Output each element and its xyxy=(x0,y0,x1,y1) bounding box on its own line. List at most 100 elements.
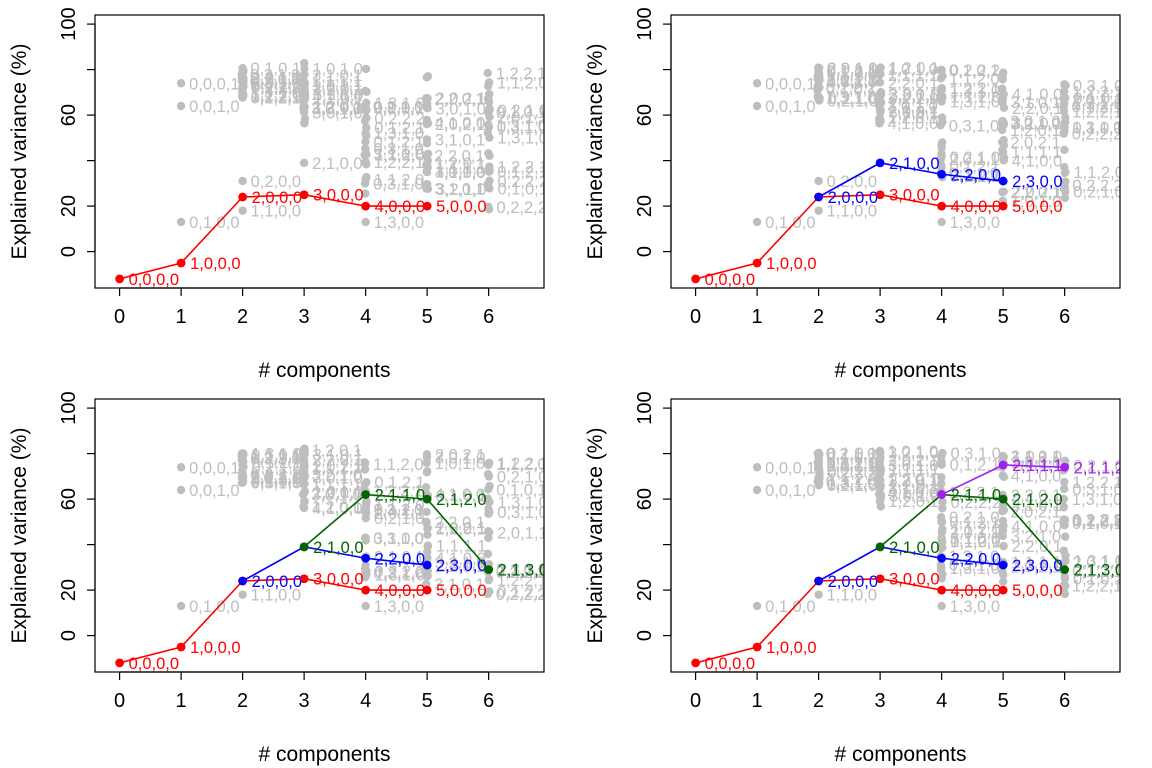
background-point-label: 0,1,0,0 xyxy=(765,214,815,232)
background-point-label: 2,2,0,1 xyxy=(435,514,485,532)
background-point xyxy=(1123,137,1131,145)
background-point xyxy=(876,97,885,107)
x-tick-label: 3 xyxy=(875,306,886,328)
background-point xyxy=(937,66,946,75)
background-point-label: 1,1,2,0 xyxy=(950,89,1000,107)
background-point xyxy=(547,491,555,499)
background-point-label: 0,1,0,1 xyxy=(497,180,547,198)
background-point-label: 4,1,0,0 xyxy=(1134,176,1152,194)
series-point-label: 0,0,0,0 xyxy=(129,655,179,673)
background-point xyxy=(998,516,1008,526)
series-point xyxy=(176,258,186,268)
background-point-label: 1,1,2,0 xyxy=(1073,512,1123,530)
background-point xyxy=(937,163,946,173)
x-tick-label: 2 xyxy=(237,306,248,328)
background-point-label: 1,2,2,1 xyxy=(1072,577,1122,595)
background-point-label: 1,2,2,1 xyxy=(374,154,424,172)
series-point-label: 4,0,0,0 xyxy=(951,198,1001,216)
background-cluster: 1,3,1,00,2,2,21,2,2,10,1,0,10,2,1,02,0,1… xyxy=(1059,456,1123,599)
background-point-label: 1,1,1,1 xyxy=(1135,134,1152,152)
background-point xyxy=(998,471,1008,480)
background-point xyxy=(937,533,946,542)
background-point-label: 0,2,1,0 xyxy=(828,90,878,108)
series-point xyxy=(752,642,762,652)
background-point xyxy=(1122,489,1130,497)
background-point-label: 1,0,1,0 xyxy=(313,483,363,501)
background-point-label: 4,1,0,0 xyxy=(888,484,938,502)
background-point-label: 3,2,1,0 xyxy=(1010,116,1060,134)
background-point-label: 1,2,2,1 xyxy=(1072,103,1122,121)
background-point xyxy=(239,462,248,472)
series-line xyxy=(303,493,490,571)
series-point-label: 2,1,1,0 xyxy=(375,487,425,505)
background-point xyxy=(484,205,494,214)
background-point xyxy=(875,462,884,472)
background-point-label: 1,3,1,0 xyxy=(251,445,301,463)
background-point-label: 1,1,1,1 xyxy=(436,538,486,556)
y-tick-label: 100 xyxy=(634,391,656,424)
background-point xyxy=(1122,549,1130,557)
background-point-label: 1,2,2,1 xyxy=(497,455,547,473)
background-point xyxy=(485,89,494,99)
background-point xyxy=(1121,523,1129,531)
background-point-label: 1,0,1,0 xyxy=(1012,449,1062,467)
background-point-label: 1,1,1,1 xyxy=(889,461,939,479)
background-cluster: 0,3,1,01,1,2,00,1,2,11,3,1,00,2,2,21,2,2… xyxy=(360,456,425,584)
series-point-label: 1,0,0,0 xyxy=(766,639,816,657)
background-point xyxy=(752,463,762,472)
background-point-label: 2,2,0,1 xyxy=(434,90,484,108)
background-point-label: 1,2,0,1 xyxy=(887,472,937,490)
y-axis-title: Explained variance (%) xyxy=(8,44,31,260)
background-point-label: 1,2,2,1 xyxy=(950,80,1000,98)
background-point-label: 0,1,0,0 xyxy=(765,598,815,616)
series-line xyxy=(119,577,428,664)
background-point-label: 2,0,2,1 xyxy=(1010,503,1060,521)
background-point-label: 0,2,2,2 xyxy=(826,78,876,96)
background-point-label: 2,2,0,1 xyxy=(1010,184,1060,202)
background-point-label: 2,2,0,1 xyxy=(1135,465,1152,483)
background-point-label: 3,1,0,1 xyxy=(1011,448,1061,466)
background-point-label: 0,1,0,1 xyxy=(1072,120,1122,138)
background-point-label: 2,0,1,1 xyxy=(826,461,876,479)
background-point-label: 0,1,0,0 xyxy=(189,598,239,616)
background-points: 0,1,0,10,2,1,02,0,1,10,3,1,01,1,2,00,1,2… xyxy=(176,58,554,232)
background-point xyxy=(997,125,1007,135)
background-point-label: 1,1,1,1 xyxy=(889,461,939,479)
background-point-label: 0,0,1,0 xyxy=(189,482,239,500)
background-point-label: 1,1,1,1 xyxy=(1011,554,1061,572)
background-point-label: 1,3,1,0 xyxy=(374,566,424,584)
background-point xyxy=(814,480,823,490)
background-point-label: 1,2,0,1 xyxy=(1010,122,1060,140)
background-point-label: 2,0,2,1 xyxy=(1012,184,1062,202)
background-point xyxy=(1122,473,1130,481)
background-point xyxy=(814,206,823,215)
background-cluster: 1,3,1,00,2,2,21,2,2,10,1,0,10,2,1,02,0,1… xyxy=(483,65,547,217)
background-point-label: 0,2,1,0 xyxy=(827,477,877,495)
background-point xyxy=(422,518,431,527)
background-point xyxy=(545,187,553,195)
background-point-label: 0,2,2,2 xyxy=(950,62,1000,80)
background-point-label: 0,3,1,0 xyxy=(250,73,300,91)
background-point xyxy=(546,527,554,535)
background-point-label: 1,3,0,0 xyxy=(950,598,1000,616)
background-point-label: 1,3,0,0 xyxy=(950,214,1000,232)
plot-area: 0,1,0,10,2,1,02,0,1,10,3,1,01,1,2,00,1,2… xyxy=(691,60,1152,288)
background-point-label: 3,1,0,1 xyxy=(313,446,363,464)
background-point xyxy=(300,70,309,79)
background-point xyxy=(1122,503,1130,511)
background-point-label: 1,2,0,1 xyxy=(312,442,362,460)
background-point-label: 3,2,1,0 xyxy=(436,181,486,199)
background-point xyxy=(1061,551,1070,560)
background-point-label: 2,0,1,1 xyxy=(1072,554,1122,572)
background-point-label: 1,2,2,1 xyxy=(828,72,878,90)
background-point-label: 0,3,1,0 xyxy=(373,175,423,193)
background-point xyxy=(752,101,762,111)
background-point-label: 0,3,1,0 xyxy=(497,119,547,137)
background-point-label: 0,3,1,0 xyxy=(373,530,423,548)
background-point-label: 1,1,0,0 xyxy=(827,587,877,605)
background-point xyxy=(546,108,554,116)
series-point-label: 2,1,2,0 xyxy=(436,491,486,509)
background-point xyxy=(1122,567,1130,575)
background-point-label: 0,1,2,1 xyxy=(949,514,999,532)
background-point xyxy=(545,182,553,190)
